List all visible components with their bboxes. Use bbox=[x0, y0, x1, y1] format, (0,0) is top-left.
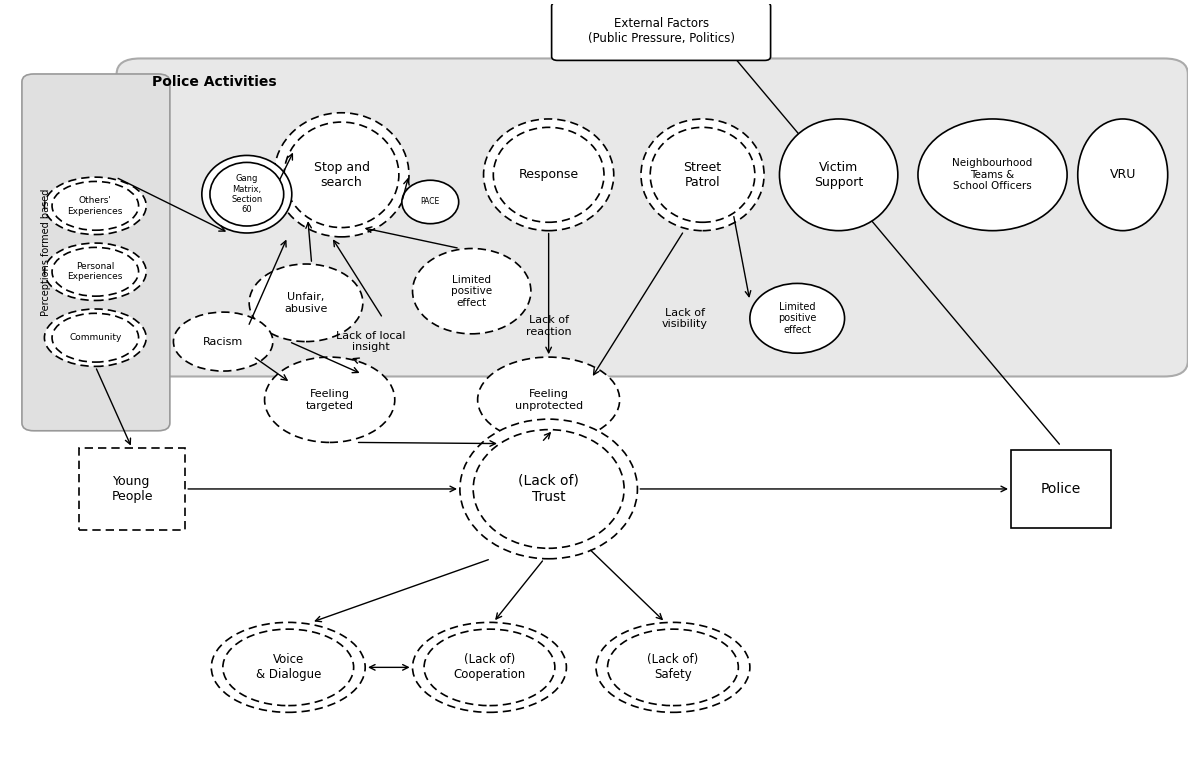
Ellipse shape bbox=[918, 119, 1067, 230]
Ellipse shape bbox=[780, 119, 898, 230]
Text: Stop and
search: Stop and search bbox=[313, 161, 370, 189]
Text: Young
People: Young People bbox=[111, 475, 153, 503]
Ellipse shape bbox=[44, 177, 147, 234]
Ellipse shape bbox=[412, 249, 530, 334]
FancyBboxPatch shape bbox=[21, 74, 170, 430]
Ellipse shape bbox=[1078, 119, 1168, 230]
Text: Police Activities: Police Activities bbox=[153, 74, 277, 89]
Text: Others'
Experiences: Others' Experiences bbox=[68, 196, 123, 216]
Ellipse shape bbox=[173, 312, 273, 371]
Ellipse shape bbox=[52, 248, 138, 296]
Text: PACE: PACE bbox=[421, 198, 440, 206]
Ellipse shape bbox=[210, 162, 284, 226]
Text: VRU: VRU bbox=[1110, 169, 1136, 181]
Ellipse shape bbox=[473, 430, 625, 548]
FancyBboxPatch shape bbox=[552, 2, 770, 60]
Ellipse shape bbox=[412, 622, 566, 713]
Ellipse shape bbox=[44, 309, 147, 366]
Ellipse shape bbox=[650, 127, 755, 223]
Text: Feeling
targeted: Feeling targeted bbox=[305, 389, 354, 411]
Ellipse shape bbox=[211, 622, 365, 713]
Ellipse shape bbox=[641, 119, 764, 230]
Text: Racism: Racism bbox=[203, 336, 243, 347]
Text: Police: Police bbox=[1041, 482, 1081, 496]
Text: Voice
& Dialogue: Voice & Dialogue bbox=[255, 653, 321, 681]
Text: Limited
positive
effect: Limited positive effect bbox=[778, 302, 817, 335]
Ellipse shape bbox=[424, 629, 554, 706]
Text: Personal
Experiences: Personal Experiences bbox=[68, 262, 123, 281]
FancyBboxPatch shape bbox=[1011, 450, 1111, 528]
Ellipse shape bbox=[201, 155, 292, 233]
Text: Limited
positive
effect: Limited positive effect bbox=[451, 274, 492, 308]
Ellipse shape bbox=[608, 629, 738, 706]
Ellipse shape bbox=[478, 357, 620, 442]
Ellipse shape bbox=[484, 119, 614, 230]
Ellipse shape bbox=[265, 357, 395, 442]
Text: (Lack of)
Trust: (Lack of) Trust bbox=[519, 474, 579, 504]
Ellipse shape bbox=[460, 419, 638, 559]
Text: Community: Community bbox=[69, 333, 122, 342]
Text: Response: Response bbox=[519, 169, 578, 181]
Text: Perceptions formed based: Perceptions formed based bbox=[41, 189, 50, 316]
Ellipse shape bbox=[274, 113, 409, 237]
Text: (Lack of)
Cooperation: (Lack of) Cooperation bbox=[453, 653, 526, 681]
Ellipse shape bbox=[493, 127, 604, 223]
Text: External Factors
(Public Pressure, Politics): External Factors (Public Pressure, Polit… bbox=[588, 17, 734, 45]
Text: Unfair,
abusive: Unfair, abusive bbox=[285, 292, 328, 314]
Ellipse shape bbox=[223, 629, 354, 706]
Ellipse shape bbox=[750, 283, 845, 354]
Text: Lack of local
insight: Lack of local insight bbox=[336, 331, 405, 352]
Ellipse shape bbox=[52, 181, 138, 230]
Ellipse shape bbox=[52, 314, 138, 362]
Ellipse shape bbox=[284, 122, 399, 227]
FancyBboxPatch shape bbox=[117, 59, 1188, 376]
Text: Gang
Matrix,
Section
60: Gang Matrix, Section 60 bbox=[231, 174, 262, 214]
Text: Neighbourhood
Teams &
School Officers: Neighbourhood Teams & School Officers bbox=[952, 158, 1032, 191]
Ellipse shape bbox=[249, 264, 362, 342]
Ellipse shape bbox=[596, 622, 750, 713]
Text: Victim
Support: Victim Support bbox=[814, 161, 863, 189]
FancyBboxPatch shape bbox=[79, 448, 185, 530]
Text: Street
Patrol: Street Patrol bbox=[683, 161, 721, 189]
Ellipse shape bbox=[402, 180, 459, 223]
Ellipse shape bbox=[44, 243, 147, 300]
Text: Lack of
visibility: Lack of visibility bbox=[662, 307, 708, 329]
Text: Feeling
unprotected: Feeling unprotected bbox=[515, 389, 583, 411]
Text: Lack of
reaction: Lack of reaction bbox=[526, 315, 571, 337]
Text: (Lack of)
Safety: (Lack of) Safety bbox=[647, 653, 699, 681]
